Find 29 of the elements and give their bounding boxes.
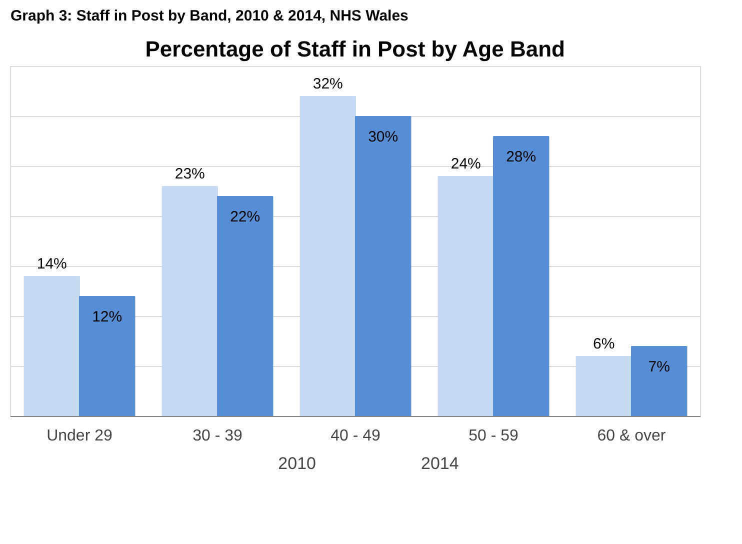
caption: Graph 3: Staff in Post by Band, 2010 & 2014, NHS Wales xyxy=(10,8,408,24)
bar xyxy=(576,356,632,416)
bar xyxy=(217,196,274,416)
bar xyxy=(355,116,412,416)
bar xyxy=(79,296,136,416)
bar xyxy=(493,136,550,416)
bar xyxy=(438,176,494,416)
bar xyxy=(24,276,80,416)
chart-title: Percentage of Staff in Post by Age Band xyxy=(145,36,565,62)
bar xyxy=(300,96,356,416)
data-label: 6% xyxy=(593,336,615,352)
data-label: 23% xyxy=(174,166,205,182)
bar xyxy=(631,346,688,416)
text: 2014 xyxy=(421,454,459,474)
bar xyxy=(162,186,218,416)
text: 2010 xyxy=(278,454,316,474)
data-label: 22% xyxy=(230,208,260,226)
x-tick-label: Under 29 xyxy=(46,428,113,444)
data-label: 28% xyxy=(506,148,536,166)
data-label: 30% xyxy=(368,128,398,146)
x-tick-label: 40 - 49 xyxy=(330,428,381,444)
data-label: 7% xyxy=(648,358,670,376)
data-label: 32% xyxy=(312,76,343,92)
data-label: 14% xyxy=(36,256,67,272)
data-label: 12% xyxy=(92,308,122,326)
x-tick-label: 50 - 59 xyxy=(468,428,519,444)
x-tick-label: 60 & over xyxy=(597,428,666,444)
data-label: 24% xyxy=(450,156,481,172)
x-tick-label: 30 - 39 xyxy=(192,428,243,444)
